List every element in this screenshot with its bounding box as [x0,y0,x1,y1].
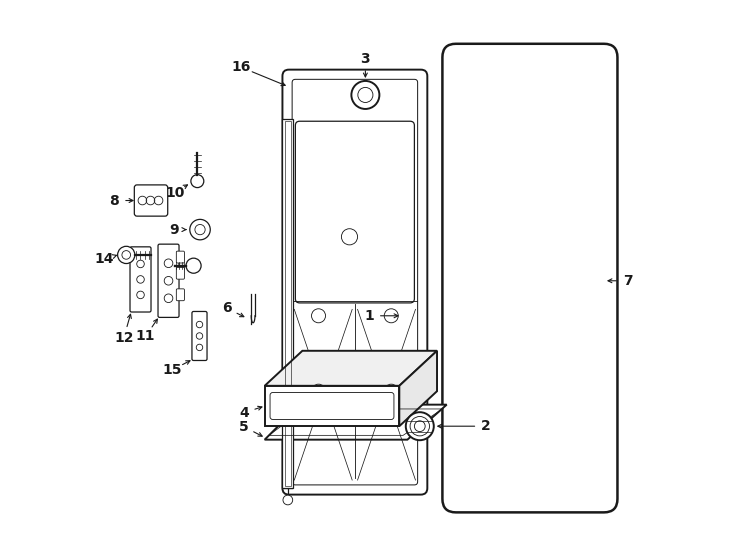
Polygon shape [265,386,399,426]
Text: 13: 13 [162,262,181,276]
Polygon shape [283,119,293,488]
Circle shape [406,412,434,440]
Text: 8: 8 [109,193,119,207]
FancyBboxPatch shape [295,122,415,303]
Circle shape [186,258,201,273]
Polygon shape [265,351,437,386]
FancyBboxPatch shape [283,70,427,495]
Text: 3: 3 [360,52,370,66]
Text: 9: 9 [170,222,179,237]
Text: 12: 12 [114,330,134,345]
Circle shape [190,219,210,240]
FancyBboxPatch shape [176,251,184,263]
Text: 2: 2 [482,419,491,433]
Polygon shape [265,404,447,440]
Text: 15: 15 [163,363,182,377]
FancyBboxPatch shape [158,244,179,318]
FancyBboxPatch shape [192,312,207,361]
Text: 14: 14 [95,252,115,266]
Circle shape [415,421,425,431]
Circle shape [352,81,379,109]
Text: 4: 4 [239,406,249,420]
Text: 6: 6 [222,301,232,315]
Polygon shape [399,351,437,426]
FancyBboxPatch shape [176,289,184,301]
Text: 11: 11 [136,329,156,343]
Text: 7: 7 [623,274,633,288]
Text: 16: 16 [232,60,251,75]
Circle shape [191,174,204,187]
Circle shape [410,416,429,436]
Circle shape [283,495,293,505]
FancyBboxPatch shape [443,44,617,512]
Text: 1: 1 [364,309,374,323]
Text: 10: 10 [165,186,185,200]
FancyBboxPatch shape [134,185,167,216]
FancyBboxPatch shape [176,267,184,279]
Circle shape [117,246,135,264]
Text: 5: 5 [239,420,248,434]
FancyBboxPatch shape [130,247,151,312]
